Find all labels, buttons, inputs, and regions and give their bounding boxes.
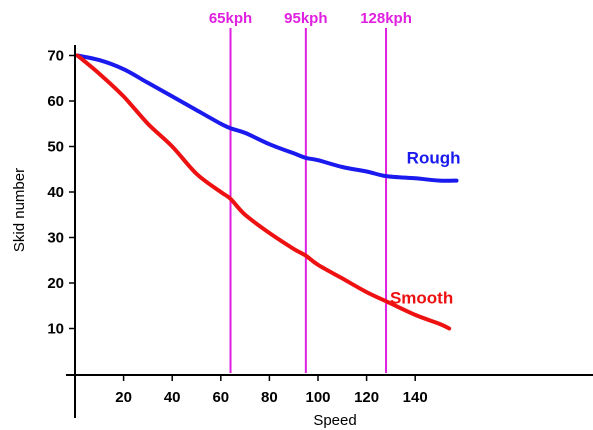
- y-tick-label: 30: [47, 230, 64, 247]
- marker-label-1: 65kph: [209, 10, 252, 27]
- axes-layer: [66, 45, 593, 418]
- x-tick-label: 100: [305, 389, 330, 406]
- series-line-rough: [75, 53, 459, 183]
- y-tick-label: 60: [47, 93, 64, 110]
- ticks-layer: 20 40 60 80 100 120 140 10 20 30 40 50 60 70: [47, 48, 427, 407]
- y-axis-title: Skid number: [11, 168, 28, 252]
- series-line-smooth: [75, 53, 452, 331]
- x-tick-label: 20: [115, 389, 132, 406]
- y-tick-label: 70: [47, 48, 64, 65]
- x-tick-label: 60: [212, 389, 229, 406]
- marker-label-3: 128kph: [360, 10, 412, 27]
- series-label-rough: Rough: [407, 149, 461, 168]
- x-tick-label: 140: [403, 389, 428, 406]
- x-tick-label: 120: [354, 389, 379, 406]
- x-tick-label: 80: [261, 389, 278, 406]
- y-tick-label: 50: [47, 139, 64, 156]
- y-tick-label: 10: [47, 321, 64, 338]
- marker-layer: 65kph 95kph 128kph: [209, 10, 412, 373]
- x-tick-label: 40: [164, 389, 181, 406]
- y-tick-label: 20: [47, 275, 64, 292]
- series-label-smooth: Smooth: [390, 289, 453, 308]
- marker-label-2: 95kph: [284, 10, 327, 27]
- labels-layer: Speed Skid number: [11, 168, 357, 429]
- y-tick-label: 40: [47, 184, 64, 201]
- series-layer: Rough Smooth: [75, 53, 461, 331]
- x-axis-title: Speed: [313, 412, 356, 429]
